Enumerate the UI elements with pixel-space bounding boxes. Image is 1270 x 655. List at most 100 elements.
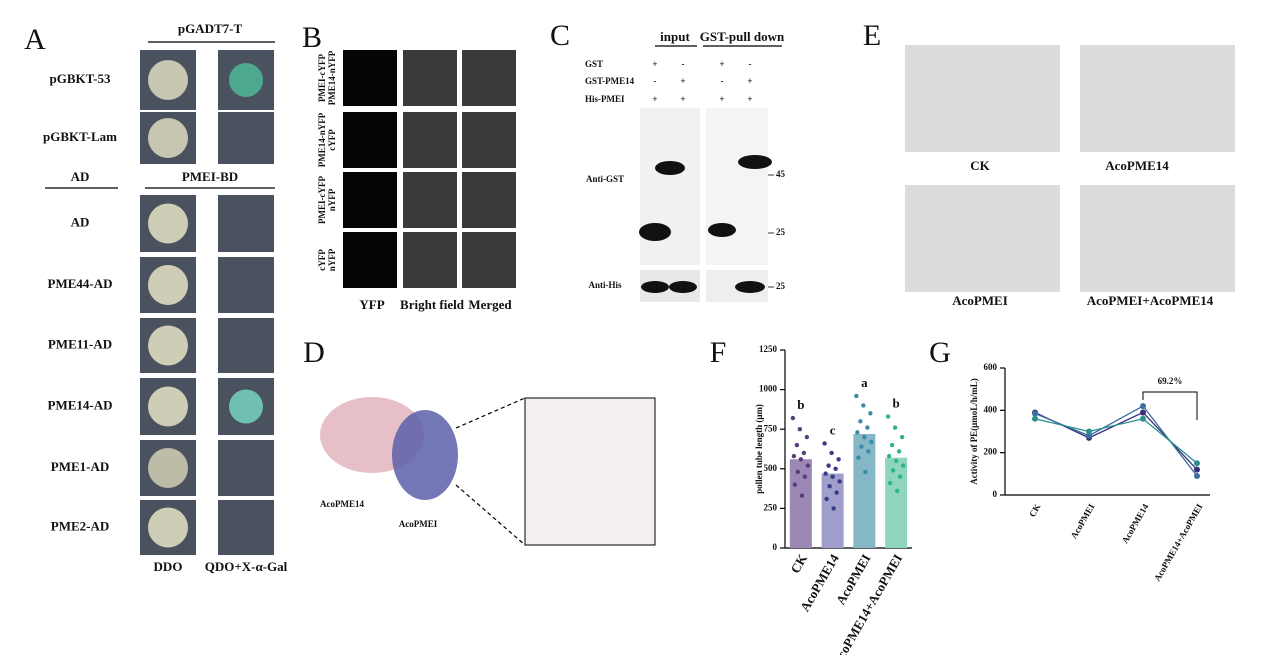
microscopy-image [403, 172, 457, 228]
microscopy-image [403, 112, 457, 168]
plate-photo [218, 440, 274, 496]
row-label: GST [585, 59, 603, 69]
data-point [798, 457, 804, 462]
data-point [869, 439, 874, 445]
microscopy-image [403, 232, 457, 288]
colony [148, 265, 188, 305]
data-point [859, 444, 864, 449]
data-point [833, 466, 838, 471]
sign: - [654, 76, 657, 86]
data-point [795, 469, 801, 475]
plate-photo [218, 257, 274, 313]
sign: + [680, 94, 685, 104]
plate-photo [218, 195, 274, 252]
pollen-image [1080, 45, 1235, 152]
data-point [824, 496, 829, 502]
data-point [893, 458, 899, 464]
series-line [1034, 418, 1198, 464]
sign: + [747, 94, 752, 104]
row-label: pGBKT-53 [50, 71, 111, 86]
data-point [892, 425, 898, 430]
sign: + [652, 94, 657, 104]
data-point [792, 482, 798, 487]
column-label: QDO+X-α-Gal [205, 559, 288, 574]
data-point [899, 434, 905, 440]
microscopy-image [462, 232, 516, 288]
sign: + [747, 76, 752, 86]
x-tick-label: CK [787, 551, 810, 576]
data-point [827, 484, 832, 489]
data-point [858, 419, 863, 424]
band [639, 223, 671, 241]
panel-letter: F [710, 336, 727, 369]
microscopy-image [343, 112, 397, 168]
row-label: PMEI-cYFP [317, 54, 327, 102]
image-label: CK [970, 158, 990, 173]
data-point [834, 490, 839, 495]
data-point [855, 430, 860, 435]
bar [853, 433, 876, 548]
group-label: input [660, 29, 690, 44]
row-label: PME1-AD [51, 459, 110, 474]
series-point [1086, 428, 1092, 435]
column-header: PMEI-BD [182, 169, 238, 184]
panel-letter: B [302, 21, 322, 54]
data-point [868, 411, 873, 416]
plate-photo [218, 318, 274, 373]
bar [885, 457, 908, 548]
data-point [826, 463, 831, 468]
data-point [797, 427, 803, 432]
data-point [805, 463, 811, 468]
plate-photo [218, 500, 274, 555]
y-tick-label: 0 [773, 542, 778, 552]
annotation: 69.2% [1158, 376, 1183, 386]
column-header: pGADT7-T [178, 21, 243, 36]
series-point [1140, 403, 1146, 410]
significance-letter: b [797, 397, 804, 412]
pollen-image [1080, 185, 1235, 292]
image-label: AcoPMEI [952, 293, 1008, 308]
sign: + [652, 59, 657, 69]
band [641, 281, 669, 293]
data-point [889, 442, 895, 448]
y-tick-label: 750 [764, 423, 778, 433]
y-axis-label: pollen tube length (μm) [754, 404, 764, 494]
data-point [837, 479, 842, 484]
colony [148, 118, 188, 158]
data-point [885, 414, 891, 419]
column-label: Merged [468, 297, 512, 312]
column-header: AD [71, 169, 90, 184]
band [655, 161, 685, 175]
microscopy-image [343, 172, 397, 228]
significance-letter: a [861, 375, 868, 390]
row-label: GST-PME14 [585, 76, 635, 86]
data-point [900, 463, 906, 468]
zoom-box [524, 397, 656, 546]
row-label: cYFP [317, 249, 327, 271]
column-label: Bright field [400, 297, 465, 312]
row-label: PME2-AD [51, 518, 110, 533]
panel-letter: C [550, 19, 570, 52]
plate-photo [218, 112, 274, 164]
significance-letter: b [893, 396, 900, 411]
x-tick-label: AcoPMEI [1069, 502, 1097, 541]
data-point [801, 450, 807, 456]
sign: + [719, 59, 724, 69]
data-point [886, 453, 892, 459]
row-label: PME44-AD [48, 276, 113, 291]
data-point [861, 403, 866, 408]
data-point [856, 455, 861, 460]
protein-label: AcoPMEI [399, 519, 438, 529]
data-point [865, 425, 870, 430]
row-label: PMEI-cYFP [317, 176, 327, 224]
data-point [831, 506, 836, 511]
colony [148, 203, 188, 244]
data-point [836, 457, 841, 462]
colony [148, 386, 188, 427]
significance-letter: c [830, 422, 836, 437]
microscopy-image [343, 232, 397, 288]
microscopy-image [403, 50, 457, 106]
row-label: PME14-nYFP [317, 112, 327, 167]
pollen-image [905, 45, 1060, 152]
